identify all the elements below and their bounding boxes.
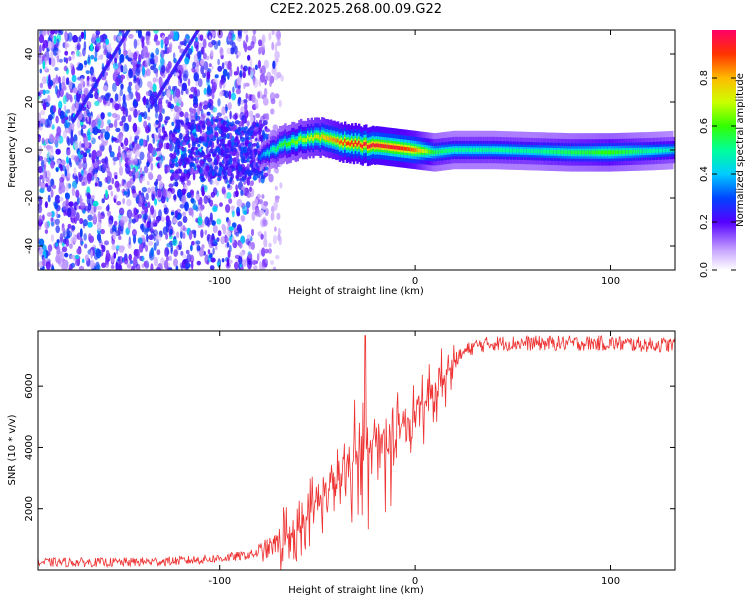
colorbar-ticks: 0.0 0.2 0.4 0.6 0.8	[699, 70, 736, 278]
snr-background	[38, 331, 675, 570]
snr-y-ticks: 2000 4000 6000	[24, 373, 675, 521]
snr-panel: -100 0 100 2000 4000 6000 Height of straight…	[7, 330, 676, 596]
tick-label: 6000	[24, 373, 35, 398]
heatmap-y-label: Frequency (Hz)	[7, 112, 18, 188]
snr-x-label: Height of straight line (km)	[288, 585, 424, 596]
tick-label: 0.6	[699, 118, 710, 134]
colorbar: 0.0 0.2 0.4 0.6 0.8 Normalized spectral ampl…	[699, 30, 746, 278]
tick-label: 100	[601, 276, 620, 287]
heatmap-x-ticks: -100 0 100	[208, 30, 620, 287]
tick-label: 4000	[24, 435, 35, 460]
tick-label: 100	[601, 576, 620, 587]
heatmap-y-ticks: -40 -20 0 20 40	[24, 48, 675, 254]
tick-label: 40	[24, 48, 35, 61]
figure-title: C2E2.2025.268.00.09.G22	[270, 2, 442, 17]
colorbar-gradient	[712, 30, 736, 270]
tick-label: 0	[24, 147, 35, 153]
tick-label: 0.0	[699, 262, 710, 278]
tick-label: -100	[208, 576, 231, 587]
tick-label: 2000	[24, 496, 35, 521]
tick-label: -100	[208, 276, 231, 287]
tick-label: -40	[24, 238, 35, 254]
tick-label: 0.2	[699, 214, 710, 230]
heatmap-ridge	[257, 117, 675, 173]
tick-label: -20	[24, 190, 35, 206]
tick-label: 20	[24, 96, 35, 109]
snr-y-label: SNR (10 * v/v)	[7, 414, 18, 485]
tick-label: 0.8	[699, 70, 710, 86]
tick-label: 0.4	[699, 166, 710, 182]
tick-label: 0	[412, 576, 418, 587]
tick-label: 0	[412, 276, 418, 287]
snr-series-line	[38, 335, 675, 570]
colorbar-label: Normalized spectral amplitude	[735, 73, 746, 227]
snr-frame	[37, 330, 676, 571]
heatmap-x-label: Height of straight line (km)	[288, 286, 424, 297]
snr-x-ticks: -100 0 100	[208, 331, 620, 587]
heatmap-panel: -100 0 100 -40 -20 0 20 40 Height of straight …	[7, 29, 676, 297]
heatmap-noise	[38, 30, 284, 270]
